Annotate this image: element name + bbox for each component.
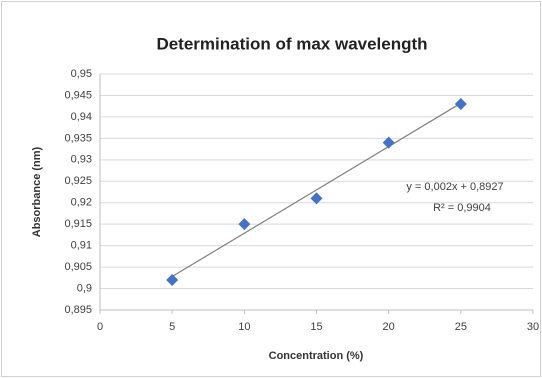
x-tick-label: 10 xyxy=(238,321,250,333)
x-tick-label: 30 xyxy=(527,321,539,333)
y-axis-label: Absorbance (nm) xyxy=(31,146,43,237)
equation-annotation: y = 0,002x + 0,8927 xyxy=(406,181,503,193)
data-point xyxy=(454,98,467,111)
y-tick-label: 0,935 xyxy=(64,132,92,144)
x-tick-label: 20 xyxy=(383,321,395,333)
data-point xyxy=(166,273,179,286)
chart-title: Determination of max wavelength xyxy=(156,34,427,53)
y-tick-label: 0,91 xyxy=(71,240,92,252)
y-tick-label: 0,92 xyxy=(71,197,92,209)
x-tick-label: 5 xyxy=(169,321,175,333)
data-point xyxy=(310,192,323,205)
y-tick-label: 0,905 xyxy=(64,261,92,273)
trendline xyxy=(171,102,462,278)
y-tick-label: 0,915 xyxy=(64,218,92,230)
y-tick-label: 0,925 xyxy=(64,175,92,187)
y-tick-label: 0,95 xyxy=(71,68,92,80)
x-tick-label: 25 xyxy=(455,321,467,333)
y-tick-label: 0,93 xyxy=(71,154,92,166)
data-point xyxy=(238,218,251,231)
r-squared-annotation: R² = 0,9904 xyxy=(433,202,491,214)
x-tick-label: 0 xyxy=(97,321,103,333)
x-axis-label: Concentration (%) xyxy=(269,350,364,362)
y-tick-label: 0,945 xyxy=(64,89,92,101)
y-tick-label: 0,895 xyxy=(64,304,92,316)
y-tick-label: 0,94 xyxy=(71,111,92,123)
data-point xyxy=(382,136,395,149)
y-tick-label: 0,9 xyxy=(77,282,92,294)
x-tick-label: 15 xyxy=(310,321,322,333)
